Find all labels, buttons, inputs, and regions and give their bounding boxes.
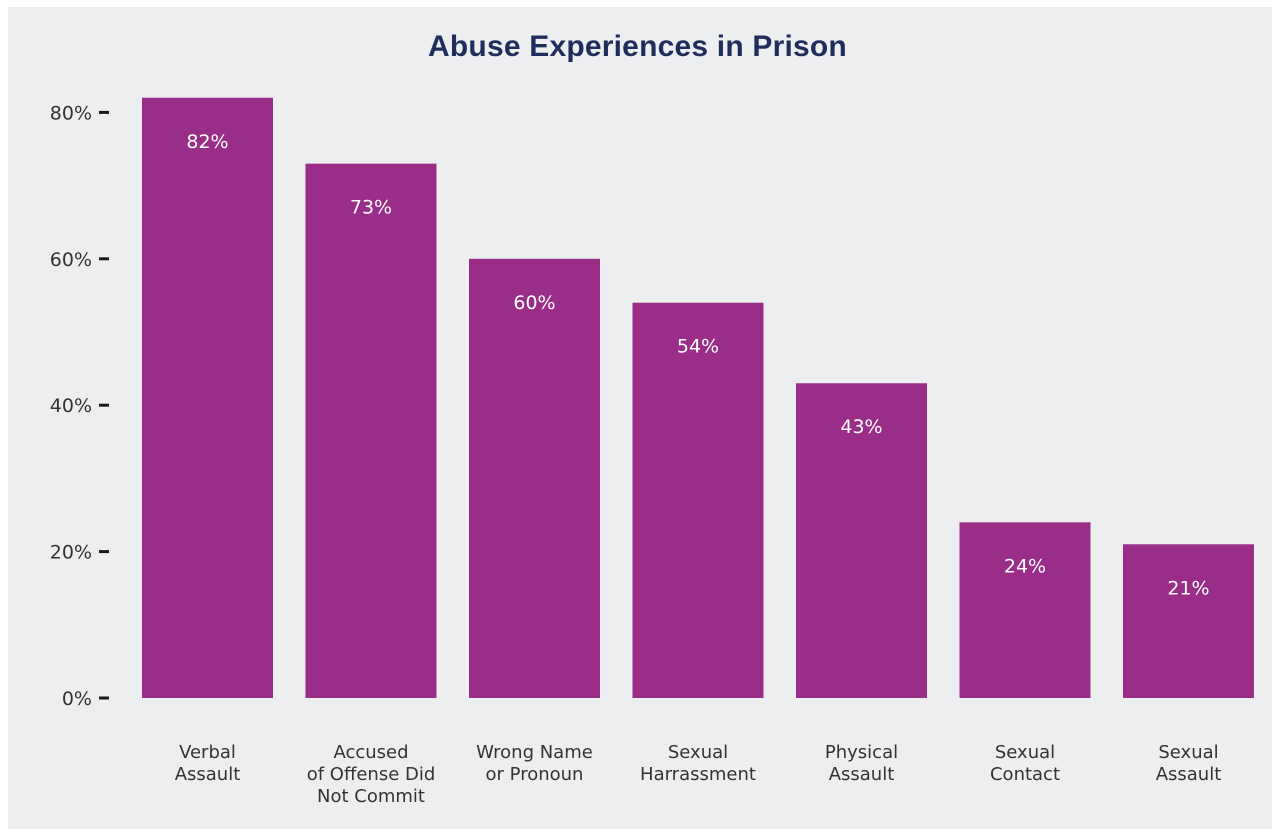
- category-label: Verbal Assault: [175, 742, 241, 785]
- category-label-line: Assault: [829, 764, 895, 785]
- y-tick-label: 60%: [50, 249, 92, 271]
- bar: [305, 163, 437, 698]
- category-label: Accused of Offense Did Not Commit: [307, 742, 436, 807]
- category-label-line: Sexual: [1158, 742, 1218, 763]
- category-label-line: Contact: [990, 764, 1060, 785]
- y-tick-mark: [99, 110, 109, 114]
- bar-value-label: 21%: [1167, 577, 1209, 599]
- category-label-line: Wrong Name: [476, 742, 593, 763]
- chart-title: Abuse Experiences in Prison: [428, 30, 847, 63]
- category-label: Sexual Assault: [1156, 742, 1222, 785]
- y-tick-mark: [99, 550, 109, 554]
- bar-value-label: 60%: [513, 292, 555, 314]
- category-label-line: Physical: [825, 742, 898, 763]
- y-tick-label: 20%: [50, 542, 92, 564]
- category-label: Sexual Contact: [990, 742, 1060, 785]
- y-tick-label: 40%: [50, 395, 92, 417]
- category-label-line: Verbal: [179, 742, 236, 763]
- category-label: Sexual Harrassment: [640, 742, 756, 785]
- y-tick-mark: [99, 696, 109, 700]
- category-label: Physical Assault: [825, 742, 898, 785]
- category-label-line: or Pronoun: [486, 764, 584, 785]
- bar: [632, 302, 764, 698]
- category-label-line: Assault: [1156, 764, 1222, 785]
- category-label-line: Sexual: [668, 742, 728, 763]
- category-label-line: Harrassment: [640, 764, 756, 785]
- bar-value-label: 73%: [350, 197, 392, 219]
- category-label: Wrong Name or Pronoun: [476, 742, 593, 785]
- category-label-line: Sexual: [995, 742, 1055, 763]
- bar: [959, 522, 1091, 698]
- y-tick-label: 80%: [50, 102, 92, 124]
- y-tick-mark: [99, 257, 109, 261]
- bar-value-label: 54%: [677, 336, 719, 358]
- y-tick-label: 0%: [62, 688, 92, 710]
- bar: [796, 383, 927, 698]
- bar: [1123, 544, 1254, 698]
- category-label-line: Assault: [175, 764, 241, 785]
- bar-value-label: 43%: [840, 416, 882, 438]
- y-tick-mark: [99, 403, 109, 407]
- bar: [142, 97, 273, 698]
- category-label-line: of Offense Did: [307, 764, 436, 785]
- bar-value-label: 24%: [1004, 555, 1046, 577]
- bar: [469, 258, 600, 698]
- bar-value-label: 82%: [186, 131, 228, 153]
- category-label-line: Accused: [333, 742, 408, 763]
- category-label-line: Not Commit: [317, 786, 425, 807]
